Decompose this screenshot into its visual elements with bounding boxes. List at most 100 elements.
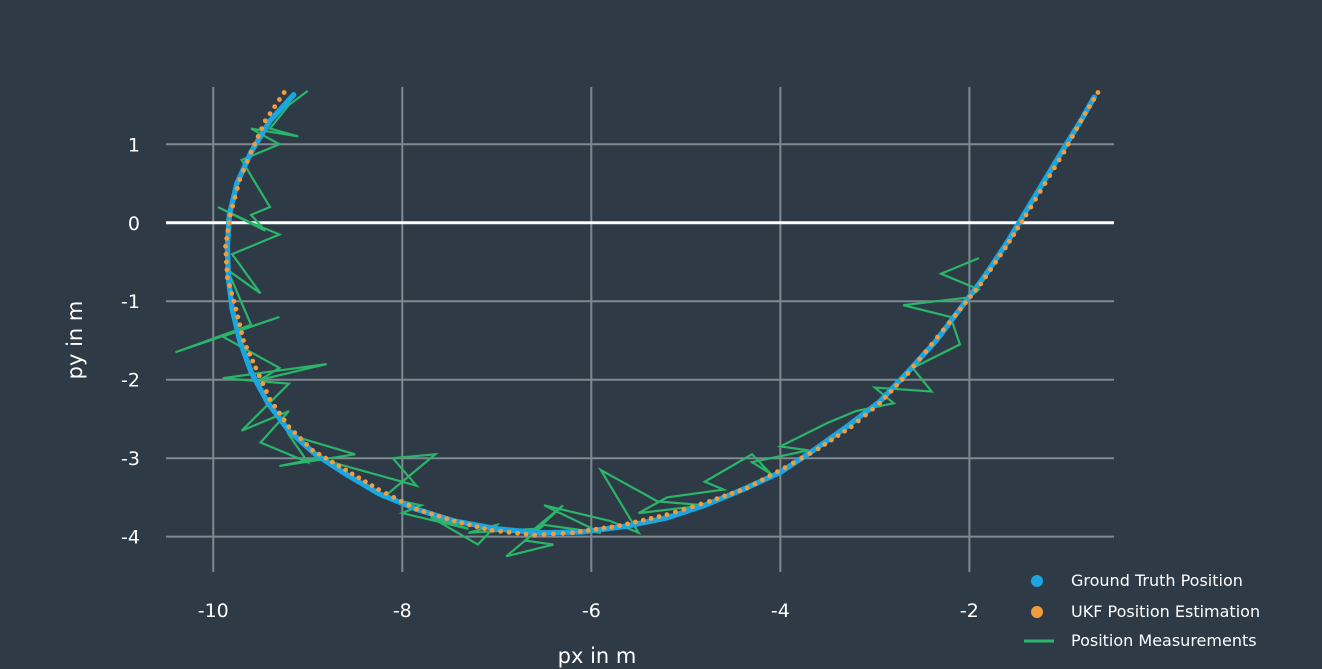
ukf-point: [1078, 118, 1084, 124]
ukf-point: [888, 388, 894, 394]
ukf-point: [737, 488, 743, 494]
ukf-point: [1082, 111, 1088, 117]
ukf-point: [1011, 232, 1017, 238]
ukf-point: [515, 530, 521, 536]
ukf-point: [272, 403, 278, 409]
legend-measurements-label: Position Measurements: [1071, 631, 1257, 650]
ukf-point: [336, 463, 342, 469]
ukf-point: [673, 509, 678, 515]
x-tick-label: -6: [582, 600, 601, 622]
ukf-point: [223, 243, 228, 249]
ukf-point: [767, 473, 773, 479]
ukf-point: [349, 471, 355, 477]
ukf-point: [1061, 149, 1067, 155]
ukf-point: [292, 430, 298, 436]
ukf-point: [656, 514, 662, 519]
ukf-point: [993, 259, 998, 265]
ukf-point: [648, 515, 654, 521]
ukf-point: [1037, 188, 1043, 194]
ukf-point: [577, 529, 583, 534]
ukf-point: [253, 365, 259, 371]
ukf-point: [1002, 245, 1008, 251]
ukf-point: [593, 526, 599, 532]
ukf-point: [714, 496, 720, 502]
ukf-point: [978, 281, 984, 287]
ukf-point: [894, 382, 900, 388]
ukf-point: [224, 259, 229, 265]
ukf-point: [252, 141, 258, 147]
ukf-point: [1047, 173, 1053, 179]
ukf-point: [391, 495, 397, 500]
ukf-point: [640, 517, 646, 523]
ukf-point: [523, 531, 529, 537]
ukf-point: [398, 498, 404, 504]
ukf-point: [459, 520, 465, 526]
ukf-point: [807, 451, 813, 456]
ukf-point: [267, 396, 273, 402]
ukf-point: [1074, 126, 1080, 131]
ukf-point: [957, 306, 963, 312]
ukf-point: [244, 158, 250, 164]
ukf-point: [233, 306, 239, 312]
ukf-point: [983, 274, 989, 280]
ukf-point: [863, 412, 868, 418]
ukf-point: [239, 330, 245, 336]
ukf-point: [369, 483, 375, 489]
ukf-point: [782, 465, 788, 471]
ukf-point: [870, 406, 875, 412]
ukf-point: [1015, 225, 1021, 231]
ukf-point: [625, 521, 630, 527]
y-tick-label: -3: [121, 448, 140, 470]
ukf-point: [1070, 134, 1075, 139]
ukf-point: [329, 459, 335, 465]
ukf-point: [231, 298, 237, 304]
x-tick-label: -2: [960, 600, 979, 622]
ukf-point: [277, 410, 282, 416]
ukf-point: [244, 344, 249, 350]
ukf-point: [1095, 90, 1101, 95]
ukf-point: [444, 516, 450, 522]
ukf-point: [835, 433, 841, 439]
ukf-point: [1056, 157, 1062, 163]
ukf-point: [855, 418, 861, 424]
ukf-point: [752, 481, 758, 487]
ukf-point: [729, 490, 735, 496]
ukf-point: [286, 424, 292, 430]
ukf-point: [227, 212, 233, 218]
ukf-point: [482, 526, 487, 531]
ukf-point: [227, 283, 232, 288]
ukf-point: [383, 491, 389, 496]
ukf-point: [235, 314, 241, 320]
grid: [166, 87, 1114, 572]
ukf-point: [744, 485, 750, 491]
ukf-point: [310, 447, 315, 453]
x-tick-label: -10: [198, 600, 229, 622]
ukf-point: [406, 502, 412, 508]
ukf-point: [799, 455, 805, 461]
ukf-point: [790, 460, 796, 466]
ukf-point: [229, 290, 235, 296]
ukf-point: [451, 518, 457, 524]
ukf-point: [259, 126, 265, 131]
ukf-point: [232, 194, 238, 200]
ukf-point: [429, 511, 434, 517]
ukf-point: [541, 532, 547, 537]
ukf-point: [759, 477, 765, 483]
ukf-point: [264, 389, 269, 394]
ukf-point: [532, 532, 538, 538]
legend: Ground Truth Position UKF Position Estim…: [1024, 571, 1260, 650]
ukf-point: [247, 351, 253, 357]
ukf-point: [225, 275, 230, 281]
ukf-point: [877, 400, 882, 406]
y-axis-title: py in m: [63, 301, 87, 380]
ukf-point: [1087, 104, 1092, 110]
ukf-point: [633, 519, 638, 525]
ukf-point: [506, 529, 512, 535]
tick-labels: -10 -8 -6 -4 -2 1 0 -1 -2 -3 -4: [121, 134, 979, 622]
ukf-point: [262, 118, 268, 124]
ukf-point: [241, 338, 246, 343]
ukf-point: [775, 469, 780, 475]
ukf-point: [223, 251, 229, 257]
